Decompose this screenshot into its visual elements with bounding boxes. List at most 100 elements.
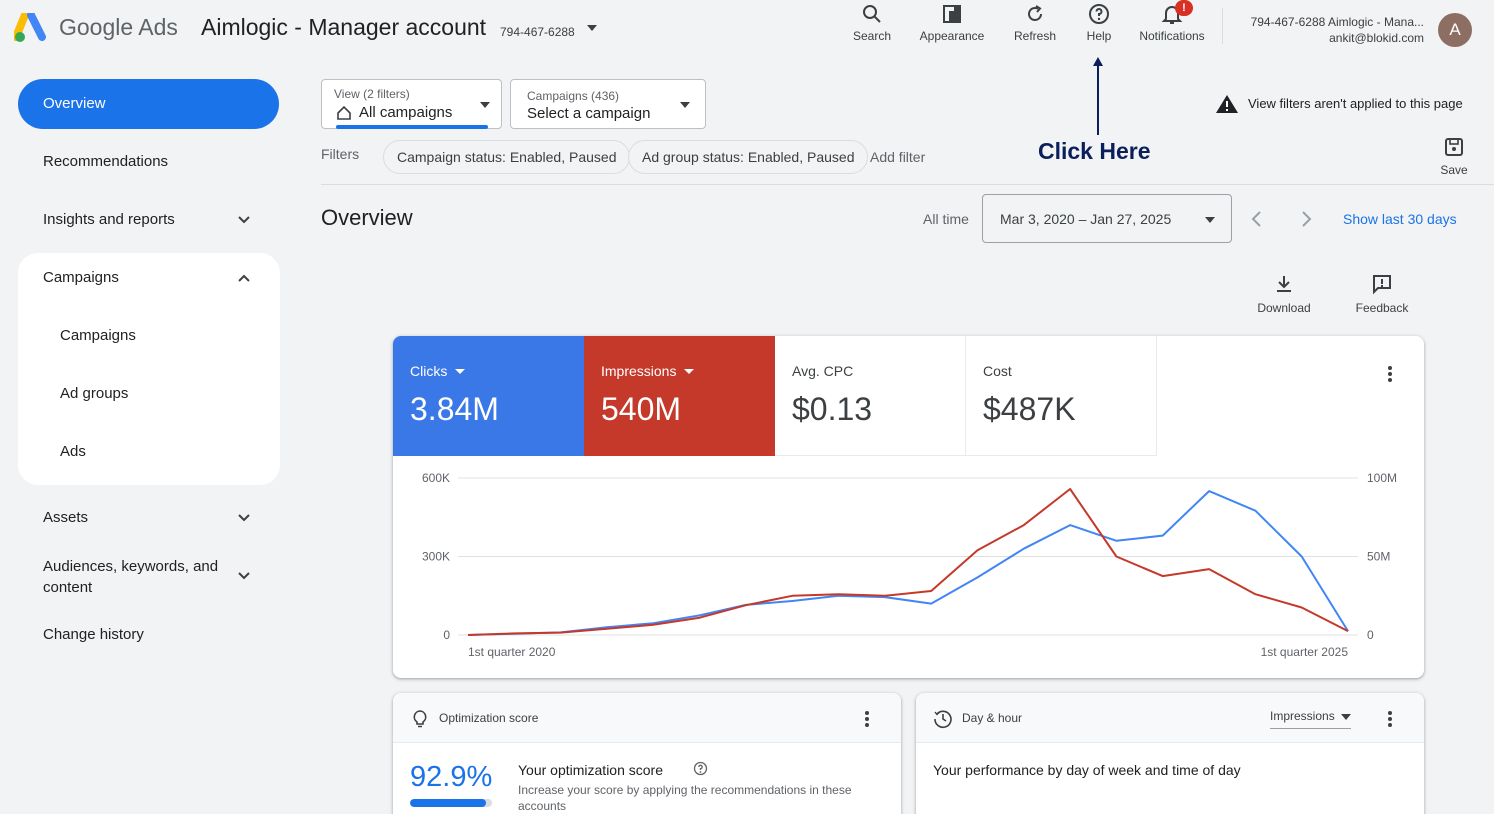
sidebar-item-audiences[interactable]: Audiences, keywords, and content xyxy=(43,558,219,596)
optimization-score-value: 92.9% xyxy=(410,761,493,793)
filter-divider xyxy=(321,184,1494,185)
save-icon xyxy=(1445,138,1463,156)
optimization-score-bar xyxy=(410,799,492,807)
download-icon xyxy=(1277,276,1291,292)
sidebar-item-recommendations[interactable]: Recommendations xyxy=(43,153,169,170)
x-tick-label: 1st quarter 2020 xyxy=(468,645,556,659)
metric-impressions[interactable]: Impressions 540M xyxy=(584,336,775,456)
appearance-button[interactable]: Appearance xyxy=(912,2,992,43)
account-email: ankit@blokid.com xyxy=(1329,31,1424,45)
avatar[interactable]: A xyxy=(1438,13,1472,47)
metric-cost[interactable]: Cost $487K xyxy=(966,336,1157,456)
dropdown-caret-icon xyxy=(1340,714,1351,720)
feedback-button[interactable]: Feedback xyxy=(1348,273,1416,315)
help-icon xyxy=(1089,4,1109,24)
campaigns-dropdown[interactable]: Campaigns (436) Select a campaign xyxy=(510,79,706,129)
filters-warning: View filters aren't applied to this page xyxy=(1248,96,1463,111)
save-label: Save xyxy=(1440,163,1468,177)
sidebar-item-overview[interactable]: Overview xyxy=(18,79,279,129)
sidebar-item-campaigns-header[interactable]: Campaigns xyxy=(43,269,119,286)
chevron-up-icon[interactable] xyxy=(237,271,251,285)
account-id[interactable]: 794-467-6288 xyxy=(500,25,575,39)
more-options-icon[interactable] xyxy=(1388,366,1392,382)
y-left-tick-label: 600K xyxy=(422,471,450,485)
metric-label: Avg. CPC xyxy=(792,363,854,379)
search-button[interactable]: Search xyxy=(832,2,912,43)
optimization-card-title: Optimization score xyxy=(439,711,539,725)
chevron-down-icon[interactable] xyxy=(237,213,251,227)
annotation-text: Click Here xyxy=(1038,138,1151,164)
filter-chip-campaign-status[interactable]: Campaign status: Enabled, Paused xyxy=(383,140,631,174)
performance-card: Clicks 3.84M Impressions 540M Avg. CPC $… xyxy=(393,336,1424,678)
metric-label: Cost xyxy=(983,363,1012,379)
warning-icon xyxy=(1216,95,1238,113)
performance-chart: 600K 300K 0 100M 50M 0 1st quarter 2020 1st qua… xyxy=(422,471,1397,659)
chevron-right-icon[interactable] xyxy=(1299,210,1313,228)
view-filter-value: All campaigns xyxy=(359,104,453,121)
download-label: Download xyxy=(1257,301,1311,315)
refresh-button[interactable]: Refresh xyxy=(995,2,1075,43)
annotation-arrow-icon xyxy=(1093,57,1103,135)
metric-value: 3.84M xyxy=(410,391,499,427)
google-ads-logo xyxy=(14,13,46,42)
sidebar-item-campaigns[interactable]: Campaigns xyxy=(60,327,136,344)
metric-caret-icon[interactable] xyxy=(684,368,695,374)
refresh-icon xyxy=(1028,5,1042,21)
optimization-card: Optimization score 92.9% Your optimizati… xyxy=(393,693,901,814)
filter-chip-ad-group-status[interactable]: Ad group status: Enabled, Paused xyxy=(628,140,869,174)
account-dropdown-icon[interactable] xyxy=(587,25,597,31)
y-left-tick-label: 0 xyxy=(443,628,450,642)
download-button[interactable]: Download xyxy=(1250,273,1318,315)
sidebar-item-change-history[interactable]: Change history xyxy=(43,626,144,643)
date-range-picker[interactable]: Mar 3, 2020 – Jan 27, 2025 xyxy=(982,194,1232,243)
day-hour-heading: Your performance by day of week and time… xyxy=(933,762,1241,778)
add-filter-button[interactable]: Add filter xyxy=(870,149,926,165)
metric-label: Clicks xyxy=(410,363,448,379)
feedback-icon xyxy=(1373,275,1391,295)
account-name[interactable]: Aimlogic - Manager account xyxy=(201,14,487,40)
optimization-heading: Your optimization score xyxy=(518,762,664,778)
metric-avg-cpc[interactable]: Avg. CPC $0.13 xyxy=(775,336,966,456)
campaigns-count-label: Campaigns (436) xyxy=(527,89,620,103)
more-options-icon[interactable] xyxy=(865,711,869,727)
metric-caret-icon[interactable] xyxy=(455,368,466,374)
chevron-down-icon[interactable] xyxy=(237,569,251,583)
sidebar-item-assets[interactable]: Assets xyxy=(43,509,89,526)
view-filter-dropdown[interactable]: View (2 filters) All campaigns xyxy=(321,79,502,129)
notifications-button[interactable]: Notifications xyxy=(1132,2,1212,43)
page-title: Overview xyxy=(321,205,413,230)
notifications-label: Notifications xyxy=(1139,29,1205,43)
series-line-1 xyxy=(467,490,1349,636)
account-line: 794-467-6288 Aimlogic - Mana... xyxy=(1250,15,1424,29)
view-filter-label: View (2 filters) xyxy=(334,87,410,101)
metric-value: 540M xyxy=(601,391,682,427)
help-label: Help xyxy=(1086,29,1112,43)
sidebar-item-ads[interactable]: Ads xyxy=(60,443,86,460)
search-icon xyxy=(863,5,881,23)
feedback-label: Feedback xyxy=(1355,301,1409,315)
date-range-value: Mar 3, 2020 – Jan 27, 2025 xyxy=(1000,211,1172,227)
more-options-icon[interactable] xyxy=(1388,711,1392,727)
account-info[interactable]: 794-467-6288 Aimlogic - Mana... ankit@bl… xyxy=(1251,14,1424,46)
help-icon[interactable] xyxy=(693,761,708,776)
y-right-tick-label: 100M xyxy=(1367,471,1397,485)
dropdown-caret-icon xyxy=(1205,217,1215,223)
impressions-select[interactable]: Impressions xyxy=(1270,709,1351,729)
show-last-30-days-link[interactable]: Show last 30 days xyxy=(1343,211,1457,227)
chevron-down-icon[interactable] xyxy=(237,511,251,525)
sidebar-item-insights[interactable]: Insights and reports xyxy=(18,211,280,228)
appearance-icon xyxy=(943,5,961,23)
day-hour-card-header: Day & hour Impressions xyxy=(916,693,1424,743)
sidebar-item-ad-groups[interactable]: Ad groups xyxy=(60,385,129,402)
save-button[interactable]: Save xyxy=(1432,136,1476,177)
bell-icon xyxy=(1161,6,1183,24)
refresh-label: Refresh xyxy=(1013,29,1057,43)
dropdown-caret-icon xyxy=(680,102,690,108)
campaigns-value: Select a campaign xyxy=(527,105,651,122)
help-button[interactable]: Help xyxy=(1059,2,1139,43)
metric-label: Impressions xyxy=(601,363,677,379)
chevron-left-icon[interactable] xyxy=(1250,210,1264,228)
series-line-2 xyxy=(467,488,1349,636)
metric-clicks[interactable]: Clicks 3.84M xyxy=(393,336,584,456)
metric-value: $487K xyxy=(983,391,1076,427)
